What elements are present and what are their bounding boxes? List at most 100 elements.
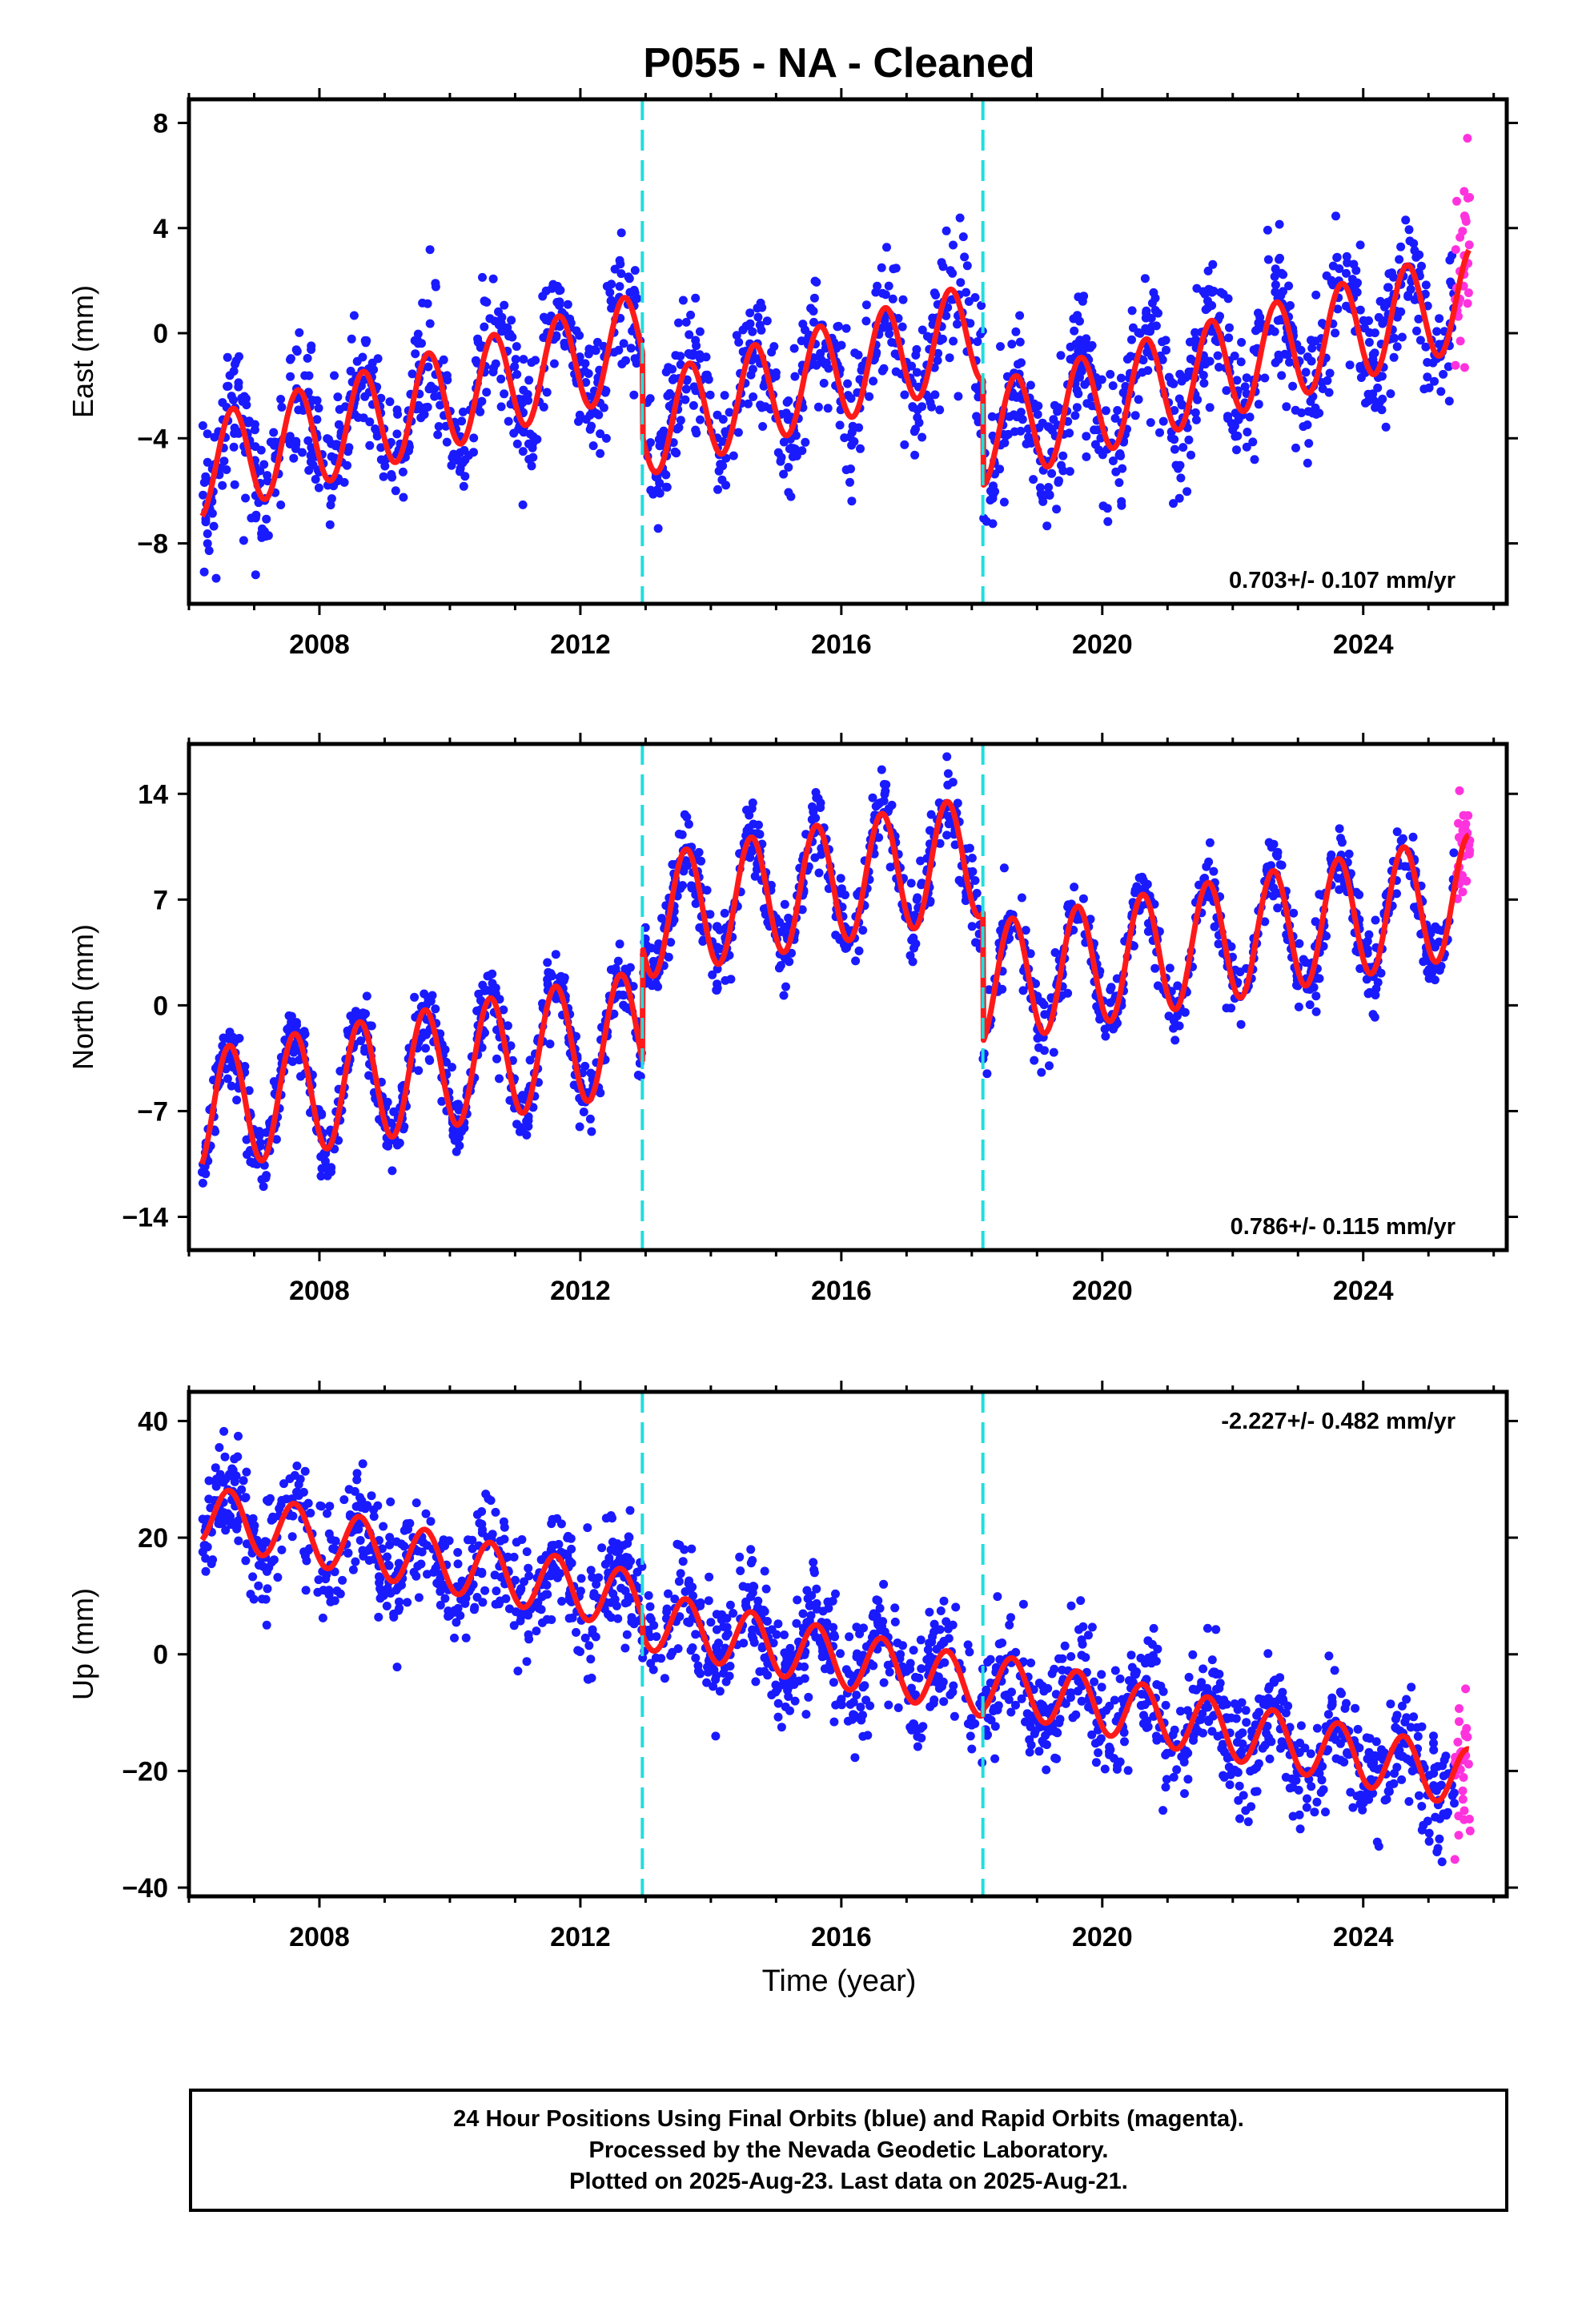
data-point [749,392,758,401]
data-point [594,1573,604,1582]
data-point [1392,312,1402,322]
data-point [678,296,688,305]
data-point [1074,389,1083,399]
data-point [581,378,591,387]
data-point [1170,406,1179,415]
data-point [532,1626,541,1636]
data-point [520,1577,528,1586]
data-point [914,418,924,428]
data-point [436,1586,445,1596]
data-point [1464,240,1474,250]
data-point [993,1592,1002,1602]
data-point [221,1526,231,1535]
data-point [1161,1700,1170,1710]
data-point [911,424,920,434]
data-point [1377,372,1387,381]
data-point [965,1647,974,1657]
data-point [371,424,380,433]
data-point [949,336,958,346]
data-point [1270,327,1279,336]
data-point [1419,957,1428,967]
data-point [622,1630,632,1639]
data-point [792,1618,801,1628]
data-point [1227,942,1236,951]
data-point [900,390,909,400]
data-point [801,1710,811,1719]
data-point [868,793,877,802]
x-tick-label: 2016 [811,629,872,660]
data-point [596,429,605,439]
data-point [1072,403,1082,412]
data-point [608,1589,618,1598]
data-point [1423,372,1432,382]
data-point [1330,1666,1339,1675]
data-point [504,332,514,341]
data-point [1114,450,1124,460]
data-point [720,391,729,400]
data-point [455,467,464,476]
data-point [1376,968,1386,978]
data-point [244,1086,254,1096]
data-point [488,274,498,283]
data-point [725,408,734,417]
data-point [1291,443,1300,452]
data-point [1066,1601,1076,1610]
data-point [525,429,535,439]
data-point [784,488,793,497]
data-point [1044,483,1054,492]
data-point [301,1586,311,1595]
data-point [1138,356,1148,365]
data-point [499,1005,508,1015]
data-point [987,412,997,421]
data-point [425,245,435,255]
y-tick-label: 0 [153,991,168,1021]
data-point [715,925,725,935]
data-point [1205,403,1215,412]
data-point [1343,258,1352,267]
data-point [518,1124,528,1133]
data-point [877,288,887,298]
data-point [738,325,748,335]
data-point [1082,452,1091,461]
data-point [1232,376,1242,385]
data-point [879,779,889,789]
x-tick-label: 2012 [550,1276,611,1306]
data-point [496,1536,505,1546]
data-point [1288,1811,1298,1821]
data-point [1447,1791,1457,1800]
data-point [373,1501,383,1510]
data-point [392,429,402,439]
data-point [404,442,414,452]
data-point [1166,378,1176,388]
data-point [1222,386,1231,396]
data-point [917,432,927,442]
data-point [414,1593,424,1602]
data-point [531,356,540,365]
data-point [320,1156,330,1166]
data-point [1058,466,1068,476]
data-point [939,1697,949,1707]
data-point [314,1575,323,1585]
data-point [1199,1664,1208,1674]
data-point [1033,1034,1042,1043]
data-point [563,300,572,309]
data-point [644,1590,653,1600]
data-point [1087,340,1097,350]
data-point [1110,1666,1120,1675]
data-point [1047,468,1057,478]
data-point [1302,1803,1311,1812]
data-point [1005,412,1014,421]
data-point [447,460,456,470]
data-point [497,327,507,336]
data-point [1342,251,1351,261]
data-point [1375,397,1384,407]
data-point [1270,271,1279,281]
data-point [424,384,434,394]
data-point [1305,1000,1315,1010]
data-point [721,975,730,985]
data-point [984,985,994,995]
data-point [1455,786,1464,795]
data-point [387,1166,397,1176]
data-point [1449,848,1459,858]
data-point [225,371,235,380]
